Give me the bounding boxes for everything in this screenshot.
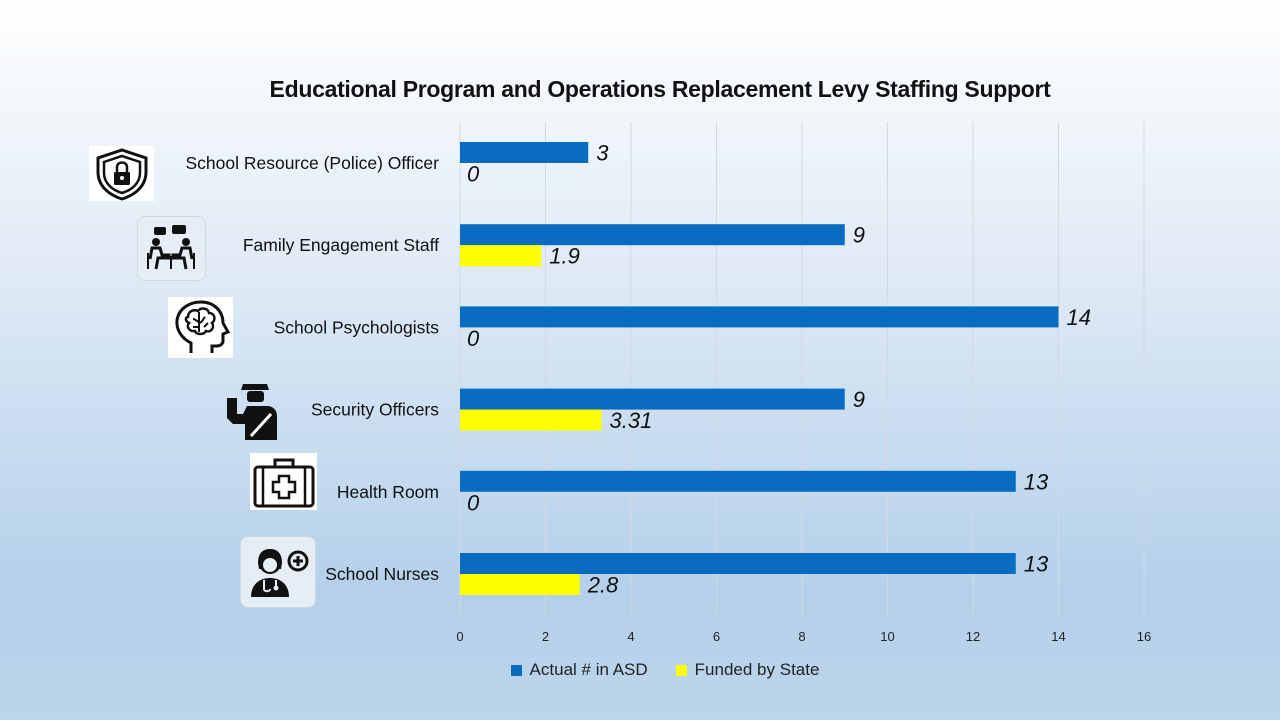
x-tick-label-16: 16: [1137, 629, 1151, 644]
first-aid-kit-icon: [250, 453, 317, 510]
shield-lock-icon: [89, 146, 154, 201]
x-tick-label-14: 14: [1051, 629, 1065, 644]
category-label: Family Engagement Staff: [243, 235, 439, 255]
brain-head-icon: [168, 297, 233, 358]
data-label-actual: 9: [853, 223, 865, 248]
bar-actual: [460, 470, 1016, 492]
category-label: Health Room: [337, 482, 439, 502]
category-label: School Psychologists: [274, 317, 440, 337]
legend-label-actual: Actual # in ASD: [529, 660, 648, 679]
legend-label-funded: Funded by State: [694, 660, 820, 679]
nurse-icon: [240, 536, 316, 608]
security-guard-icon: [222, 380, 280, 440]
bar-actual: [460, 306, 1059, 328]
data-label-funded: 0: [467, 326, 480, 351]
bar-funded: [460, 409, 602, 431]
bar-funded: [460, 574, 580, 595]
category-label: School Nurses: [325, 564, 439, 584]
legend-item-actual: Actual # in ASD: [510, 660, 648, 680]
family-meeting-icon: [137, 216, 206, 281]
x-tick-label-4: 4: [627, 629, 634, 644]
bar-funded: [460, 245, 542, 267]
data-label-funded: 0: [467, 162, 480, 187]
category-label: School Resource (Police) Officer: [185, 153, 439, 173]
data-label-funded: 1.9: [549, 244, 580, 269]
data-label-funded: 2.8: [587, 573, 619, 598]
data-label-actual: 3: [596, 141, 609, 166]
chart-title: Educational Program and Operations Repla…: [269, 76, 1051, 102]
bar-actual: [460, 388, 845, 410]
data-label-actual: 14: [1067, 305, 1091, 330]
bar-actual: [460, 224, 845, 246]
data-label-funded: 0: [467, 490, 480, 515]
x-tick-label-10: 10: [880, 629, 894, 644]
x-tick-label-8: 8: [798, 629, 805, 644]
data-label-actual: 13: [1024, 469, 1049, 494]
data-label-funded: 3.31: [610, 408, 653, 433]
x-tick-label-2: 2: [542, 629, 549, 644]
legend-swatch-actual: [510, 664, 522, 676]
legend-item-funded: Funded by State: [675, 660, 820, 680]
x-tick-label-0: 0: [456, 629, 463, 644]
chart-legend: Actual # in ASD Funded by State: [0, 660, 1280, 680]
bar-actual: [460, 553, 1016, 574]
category-label: Security Officers: [311, 400, 439, 420]
data-label-actual: 9: [853, 387, 865, 412]
legend-swatch-funded: [675, 664, 687, 676]
x-tick-label-12: 12: [966, 629, 980, 644]
bar-actual: [460, 142, 589, 163]
x-tick-label-6: 6: [713, 629, 720, 644]
data-label-actual: 13: [1024, 552, 1049, 577]
